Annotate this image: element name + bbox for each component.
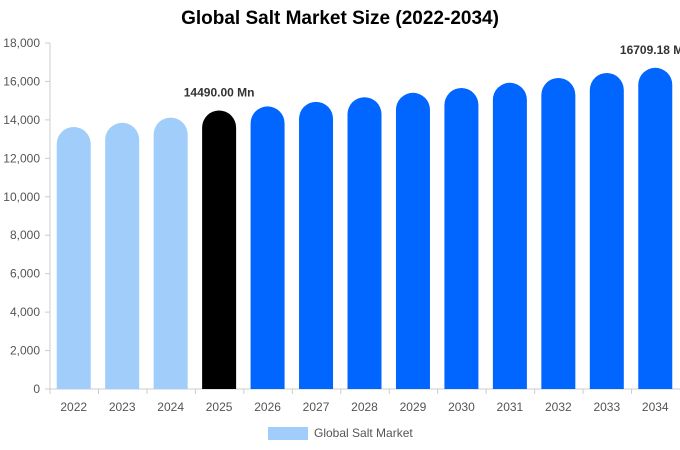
y-tick-label: 12,000	[3, 151, 40, 165]
chart-title: Global Salt Market Size (2022-2034)	[181, 8, 499, 29]
y-tick-label: 18,000	[3, 36, 40, 50]
y-tick-label: 14,000	[3, 113, 40, 127]
x-tick-label: 2028	[351, 400, 378, 414]
x-tick-label: 2027	[303, 400, 330, 414]
x-tick-label: 2030	[448, 400, 475, 414]
x-tick-label: 2025	[206, 400, 233, 414]
y-tick-label: 10,000	[3, 190, 40, 204]
y-tick-label: 0	[33, 382, 40, 396]
x-tick-label: 2032	[545, 400, 572, 414]
x-tick-label: 2031	[497, 400, 524, 414]
bar-2030	[444, 87, 479, 389]
bar-2026	[250, 106, 285, 390]
bar-2023	[105, 122, 140, 389]
legend-swatch	[268, 426, 308, 440]
bar-2032	[541, 77, 576, 390]
x-tick-label: 2024	[157, 400, 184, 414]
data-label-2025: 14490.00 Mn	[184, 85, 255, 99]
bar-2025	[202, 110, 237, 389]
x-tick-label: 2034	[642, 400, 669, 414]
labels-group: 2022 2023 2024 2025 2026 2027 2028 2029 2030 2031…	[60, 43, 680, 414]
y-tick-label: 8,000	[10, 228, 40, 242]
x-tick-label: 2023	[109, 400, 136, 414]
legend-label: Global Salt Market	[314, 426, 413, 440]
y-tick-label: 16,000	[3, 74, 40, 88]
bar-2031	[492, 82, 527, 390]
x-tick-label: 2033	[593, 400, 620, 414]
x-tick-label: 2029	[400, 400, 427, 414]
y-tick-label: 6,000	[10, 267, 40, 281]
bar-2029	[395, 92, 430, 390]
x-tick-label: 2026	[254, 400, 281, 414]
bar-2022	[56, 127, 91, 390]
data-label-2034: 16709.18 Mn	[620, 43, 680, 57]
legend: Global Salt Market	[268, 426, 413, 440]
bar-2034	[638, 67, 673, 389]
bar-2033	[589, 72, 624, 389]
bar-2028	[347, 97, 382, 389]
bar-2024	[153, 117, 188, 390]
chart-axes: 0 2,000 4,000 6,000 8,000 10,000 12,000 14,000 1…	[3, 36, 680, 396]
bar-2027	[299, 101, 334, 389]
y-tick-label: 2,000	[10, 344, 40, 358]
bars-group	[56, 67, 673, 390]
y-tick-label: 4,000	[10, 305, 40, 319]
x-tick-label: 2022	[60, 400, 87, 414]
